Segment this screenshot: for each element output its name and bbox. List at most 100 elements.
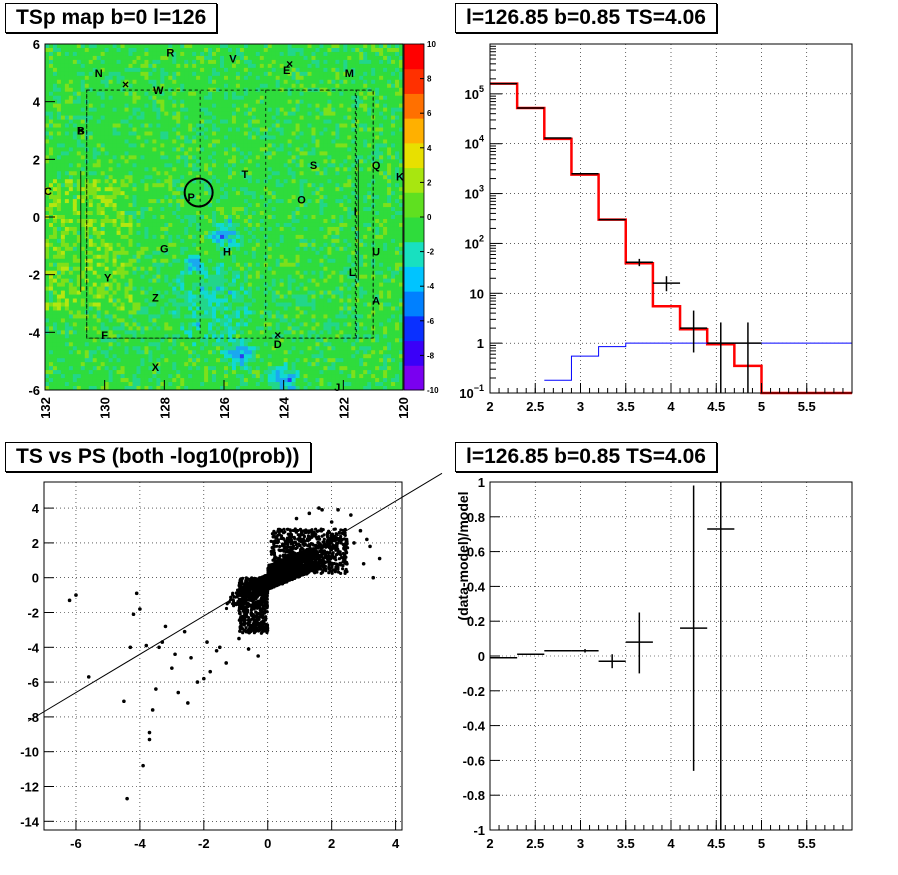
x-tick-label: 2 — [328, 836, 335, 851]
histogram-series — [544, 342, 852, 381]
heatmap-cells — [45, 44, 404, 391]
y-tick-label: 4 — [33, 95, 41, 110]
scatter-point — [365, 537, 369, 542]
colorbar-cell — [404, 315, 424, 342]
scatter-point — [361, 561, 366, 566]
source-label: R — [166, 48, 174, 60]
scatter-title: TS vs PS (both -log10(prob)) — [5, 442, 311, 472]
scatter-point — [67, 598, 72, 603]
source-label: D — [274, 339, 282, 351]
histogram-series — [490, 82, 852, 395]
source-label: Q — [372, 160, 381, 172]
x-tick-label: 4.5 — [707, 399, 725, 414]
cross-marker: × — [274, 328, 281, 342]
y-tick-label: 10−1 — [459, 383, 484, 401]
x-tick-label: 4.5 — [707, 836, 725, 851]
colorbar-label: 8 — [427, 75, 432, 84]
colorbar-cell — [404, 217, 424, 243]
source-label: S — [310, 160, 317, 172]
scatter-point — [147, 730, 152, 735]
source-label: E — [283, 65, 290, 77]
y-tick-label: -4 — [28, 325, 40, 340]
colorbar-label: -10 — [427, 386, 439, 395]
y-tick-label: -0.2 — [463, 684, 485, 699]
colorbar-cell — [404, 266, 424, 292]
scatter-point — [237, 636, 241, 641]
x-tick-label: 5 — [758, 836, 765, 851]
scatter-point — [150, 708, 155, 712]
y-tick-label: -8 — [27, 710, 39, 725]
scatter-point — [186, 701, 190, 705]
y-tick-label: 103 — [465, 184, 484, 202]
source-label: T — [242, 169, 249, 181]
y-tick-label: 102 — [465, 233, 484, 251]
scatter-point — [122, 699, 126, 704]
x-tick-label: 132 — [38, 397, 53, 419]
scatter-point — [352, 541, 356, 545]
colorbar-label: -2 — [427, 248, 435, 257]
spectrum-title: l=126.85 b=0.85 TS=4.06 — [455, 3, 717, 33]
source-label: N — [95, 68, 103, 80]
x-tick-label: -6 — [70, 836, 82, 851]
colorbar-cell — [404, 118, 424, 144]
scatter-point — [307, 511, 312, 516]
x-tick-label: 2 — [486, 399, 493, 414]
scatter-point — [202, 676, 206, 681]
colorbar-cell — [404, 365, 424, 391]
colorbar-label: -6 — [427, 317, 435, 326]
scatter-point — [173, 652, 177, 657]
colorbar-label: 4 — [427, 144, 432, 153]
source-label: W — [153, 85, 164, 97]
scatter-point — [377, 556, 382, 561]
x-tick-label: 3.5 — [617, 836, 635, 851]
scatter-point — [176, 690, 181, 695]
y-tick-label: 0.8 — [467, 510, 485, 525]
source-label: C — [44, 186, 52, 198]
y-tick-label: 10 — [470, 286, 484, 301]
scatter-point — [86, 675, 91, 679]
y-axis-label: (data-model)/model — [455, 491, 471, 620]
region-outline — [86, 89, 374, 339]
y-tick-label: 0 — [32, 571, 39, 586]
region-outline — [86, 89, 201, 339]
scatter-point — [163, 624, 168, 629]
y-tick-label: -6 — [27, 675, 39, 690]
y-tick-label: -14 — [20, 814, 40, 829]
source-label: M — [345, 68, 354, 80]
scatter-point — [144, 643, 149, 648]
colorbar-cell — [404, 192, 424, 218]
source-label: P — [188, 192, 195, 204]
x-tick-label: 5.5 — [798, 399, 816, 414]
source-label: K — [396, 172, 404, 184]
colorbar-label: 2 — [427, 178, 432, 187]
scatter-point — [189, 655, 193, 660]
scatter-point — [224, 661, 228, 665]
map-title: TSp map b=0 l=126 — [5, 3, 218, 33]
y-tick-label: 105 — [465, 84, 484, 102]
source-label: G — [160, 244, 169, 256]
scatter-point — [218, 645, 222, 650]
colorbar-label: 6 — [427, 109, 432, 118]
y-tick-label: 0.2 — [467, 614, 485, 629]
source-label: H — [223, 247, 231, 259]
scatter-point — [368, 544, 372, 549]
colorbar-label: -4 — [427, 282, 435, 291]
y-tick-label: 4 — [32, 501, 40, 516]
source-label: V — [229, 53, 237, 65]
x-tick-label: 4 — [667, 399, 675, 414]
scatter-point — [358, 528, 363, 533]
source-circle — [183, 177, 214, 208]
x-tick-label: 2.5 — [526, 399, 544, 414]
x-tick-label: 124 — [277, 396, 292, 418]
y-tick-label: 0.4 — [467, 579, 486, 594]
x-tick-label: 0 — [264, 836, 271, 851]
scatter-point — [170, 666, 174, 670]
x-tick-label: 5.5 — [798, 836, 816, 851]
colorbar-cell — [404, 68, 424, 94]
scatter-point — [138, 607, 142, 611]
y-tick-label: 0 — [478, 649, 485, 664]
scatter-point — [134, 591, 139, 596]
scatter-point — [320, 508, 324, 512]
y-tick-label: -12 — [20, 780, 39, 795]
y-tick-label: 0.6 — [467, 545, 485, 560]
